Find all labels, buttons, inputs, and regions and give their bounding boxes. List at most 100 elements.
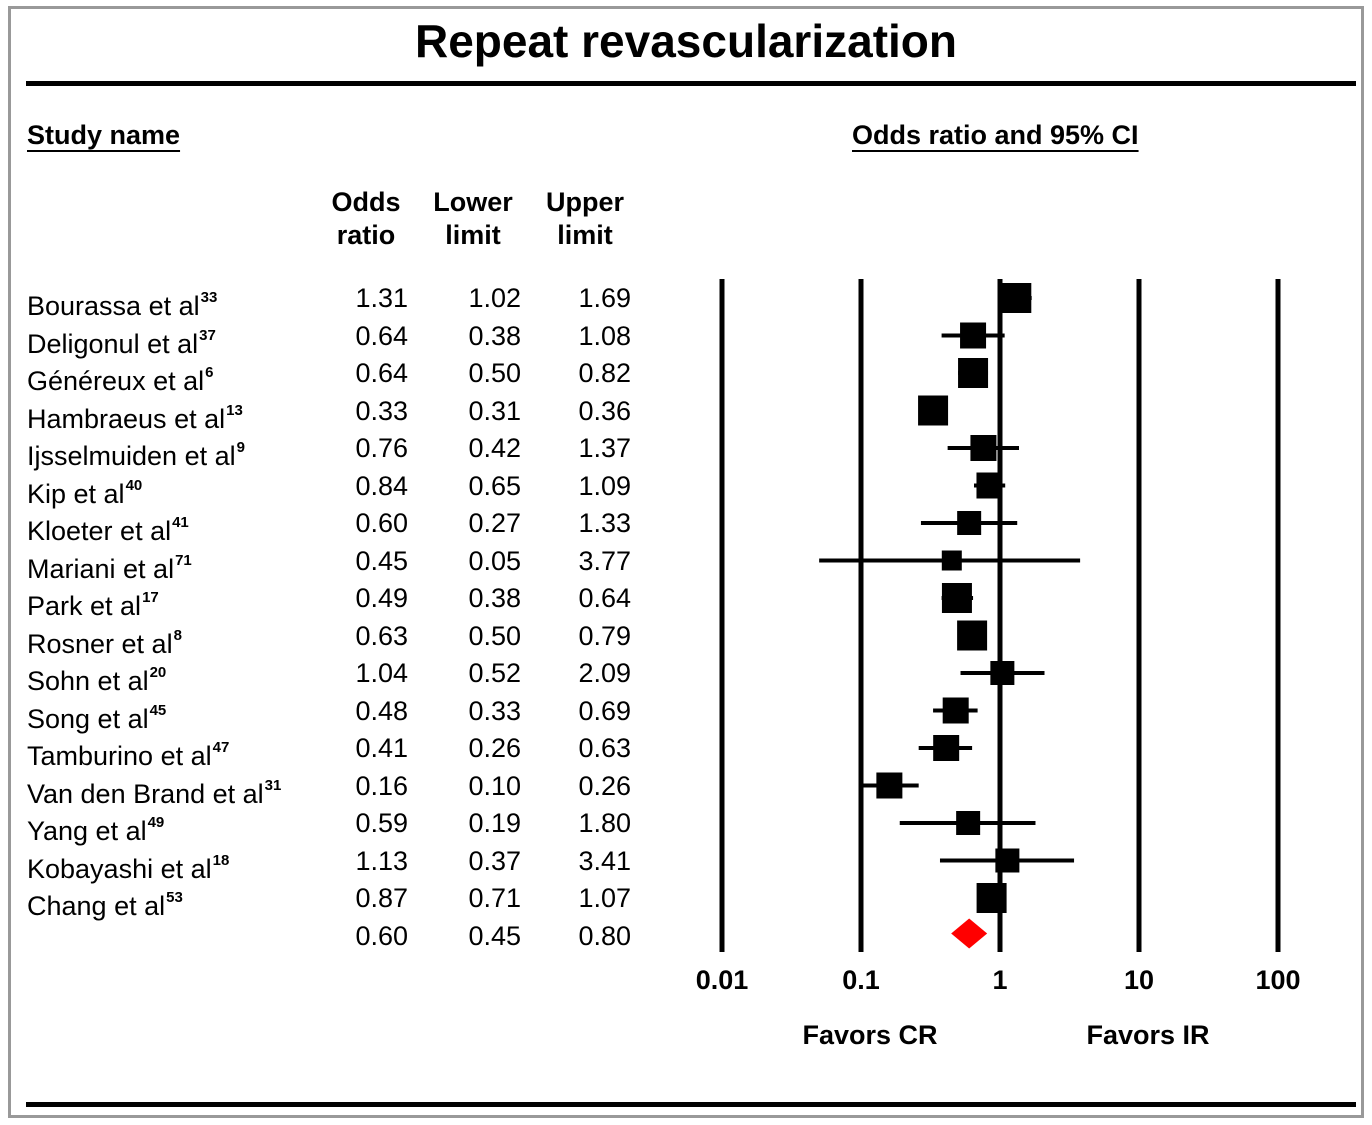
table-row: Kloeter et al41 0.60 0.27 1.33 <box>0 504 680 546</box>
table-row: Chang et al53 0.87 0.71 1.07 <box>0 879 680 921</box>
odds-ratio-value: 0.63 <box>355 620 408 651</box>
study-name-text: Mariani et al <box>27 553 175 584</box>
study-reference: 53 <box>166 889 183 906</box>
study-reference: 37 <box>199 326 216 344</box>
pooled-odds-ratio: 0.60 <box>355 920 408 951</box>
study-name-text: Yang et al <box>27 816 147 846</box>
table-row: Kobayashi et al18 1.13 0.37 3.41 <box>0 842 680 884</box>
x-tick-label: 100 <box>1255 965 1300 995</box>
study-reference: 33 <box>200 289 218 306</box>
lower-limit-value: 0.33 <box>468 695 521 726</box>
odds-ratio-value: 0.76 <box>355 433 408 463</box>
study-marker <box>976 883 1007 913</box>
table-row: Rosner et al8 0.63 0.50 0.79 <box>0 617 680 659</box>
study-reference: 40 <box>125 476 143 494</box>
pooled-diamond <box>951 918 988 949</box>
table-row: Deligonul et al37 0.64 0.38 1.08 <box>0 317 680 359</box>
table-row: Bourassa et al33 1.31 1.02 1.69 <box>0 279 680 321</box>
lower-limit-value: 0.38 <box>468 320 521 351</box>
study-reference: 47 <box>212 739 230 756</box>
table-row: Tamburino et al47 0.41 0.26 0.63 <box>0 729 680 771</box>
study-name-text: Deligonul et al <box>27 328 199 359</box>
study-marker <box>942 697 969 724</box>
upper-limit-header-line1: Upper <box>545 187 624 217</box>
x-tick-label: 1 <box>992 965 1007 995</box>
study-marker <box>958 358 989 388</box>
odds-ratio-value: 1.31 <box>355 283 408 313</box>
lower-limit-header-line1: Lower <box>433 187 513 217</box>
odds-ratio-value: 0.64 <box>355 358 408 388</box>
study-name: Rosner et al8 <box>27 617 182 663</box>
odds-ratio-value: 0.48 <box>355 695 408 726</box>
study-marker <box>933 735 960 761</box>
table-row: Généreux et al6 0.64 0.50 0.82 <box>0 354 680 396</box>
upper-limit-value: 1.09 <box>578 470 631 501</box>
lower-limit-value: 0.50 <box>468 358 521 388</box>
study-name: Song et al45 <box>27 692 166 738</box>
upper-limit-value: 1.33 <box>578 508 631 538</box>
study-marker <box>976 472 1003 499</box>
upper-limit-value: 3.77 <box>578 545 631 576</box>
odds-ratio-value: 0.87 <box>355 883 408 913</box>
lower-limit-value: 0.31 <box>468 395 521 426</box>
upper-limit-value: 0.69 <box>578 695 631 726</box>
study-marker <box>1001 283 1032 313</box>
odds-ratio-header-line1: Odds <box>331 187 401 217</box>
lower-limit-header: Lower limit <box>418 186 528 252</box>
plot-header: Odds ratio and 95% CI <box>852 120 1139 150</box>
study-name: Kobayashi et al18 <box>27 842 229 888</box>
study-name-text: Tamburino et al <box>27 741 212 771</box>
study-name: Kloeter et al41 <box>27 504 189 550</box>
odds-ratio-value: 0.41 <box>355 733 408 763</box>
study-reference: 6 <box>205 364 214 381</box>
study-marker <box>995 848 1020 873</box>
study-name-text: Kobayashi et al <box>27 853 212 884</box>
study-name: Mariani et al71 <box>27 542 192 588</box>
upper-limit-value: 0.26 <box>578 770 631 801</box>
lower-limit-value: 0.37 <box>468 845 521 876</box>
table-row: Sohn et al20 1.04 0.52 2.09 <box>0 654 680 696</box>
upper-limit-value: 2.09 <box>578 658 631 688</box>
study-marker <box>956 811 981 835</box>
study-marker <box>918 395 949 426</box>
study-marker <box>970 435 997 461</box>
upper-limit-value: 1.37 <box>578 433 631 463</box>
upper-limit-value: 1.69 <box>578 283 631 313</box>
lower-limit-value: 0.38 <box>468 583 521 613</box>
odds-ratio-value: 0.64 <box>355 320 408 351</box>
upper-limit-value: 1.80 <box>578 808 631 838</box>
study-marker <box>990 661 1015 685</box>
odds-ratio-value: 0.59 <box>355 808 408 838</box>
table-row: Hambraeus et al13 0.33 0.31 0.36 <box>0 392 680 434</box>
table-row: Song et al45 0.48 0.33 0.69 <box>0 692 680 734</box>
study-reference: 13 <box>226 401 243 419</box>
lower-limit-value: 0.27 <box>468 508 521 538</box>
odds-ratio-value: 0.49 <box>355 583 408 613</box>
odds-ratio-value: 0.16 <box>355 770 408 801</box>
study-marker <box>960 322 987 349</box>
upper-limit-value: 0.63 <box>578 733 631 763</box>
pooled-upper-limit: 0.80 <box>578 920 631 951</box>
study-marker <box>941 550 962 571</box>
upper-limit-header: Upper limit <box>530 186 640 252</box>
table-row: Mariani et al71 0.45 0.05 3.77 <box>0 542 680 584</box>
lower-limit-value: 0.19 <box>468 808 521 838</box>
lower-limit-value: 0.65 <box>468 470 521 501</box>
study-marker <box>957 511 982 535</box>
study-name: Park et al17 <box>27 579 159 625</box>
x-tick-label: 10 <box>1124 965 1154 995</box>
table-row: Park et al17 0.49 0.38 0.64 <box>0 579 680 621</box>
study-reference: 8 <box>173 626 182 644</box>
lower-limit-header-line2: limit <box>445 220 501 250</box>
figure-frame <box>8 6 1364 1118</box>
study-reference: 49 <box>147 814 165 831</box>
pooled-lower-limit: 0.45 <box>468 920 521 951</box>
table-row: Kip et al40 0.84 0.65 1.09 <box>0 467 680 509</box>
study-name-text: Hambraeus et al <box>27 403 226 434</box>
study-name-text: Kloeter et al <box>27 516 172 546</box>
study-name-text: Song et al <box>27 703 149 734</box>
lower-limit-value: 0.52 <box>468 658 521 688</box>
study-name: Bourassa et al33 <box>27 279 217 325</box>
study-name: Kip et al40 <box>27 467 142 513</box>
study-reference: 41 <box>172 514 189 531</box>
